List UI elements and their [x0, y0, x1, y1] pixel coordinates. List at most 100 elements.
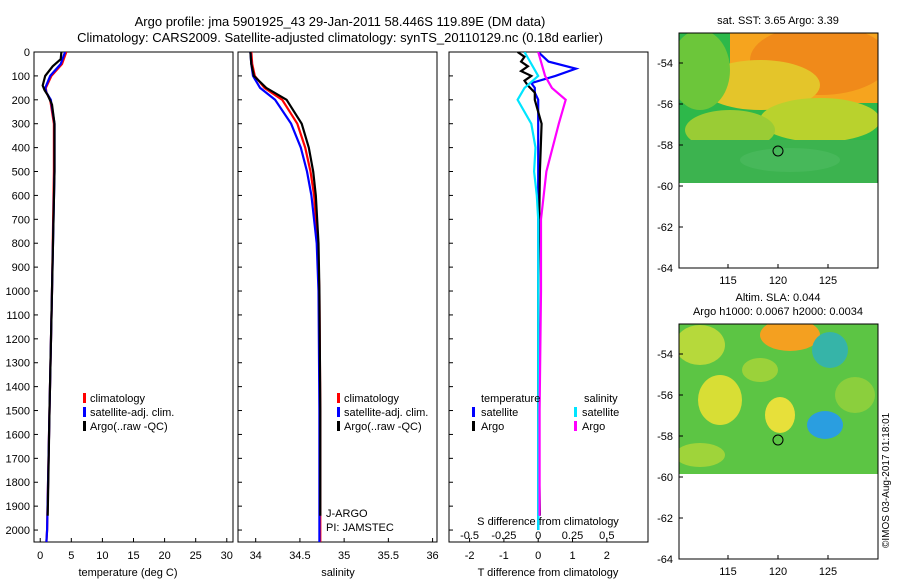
s-tick-label: -0.25	[491, 530, 516, 542]
map-y-tick-label: -62	[657, 513, 673, 525]
depth-tick-label: 1400	[6, 382, 30, 394]
s-tick-label: -0.5	[460, 530, 479, 542]
depth-tick-label: 1300	[6, 358, 30, 370]
legend-swatch-argo	[337, 421, 340, 431]
depth-tick-label: 800	[12, 238, 30, 250]
x-tick-label: 35.5	[378, 550, 399, 562]
depth-tick-label: 700	[12, 214, 30, 226]
difference-panel-frame	[448, 51, 649, 543]
difference-xlabel: T difference from climatology	[478, 567, 619, 579]
legend-swatch-climatology	[83, 393, 86, 403]
salinity-x-axis: 34 34.5 35 35.5 36	[250, 538, 439, 562]
salinity-panel-frame	[237, 51, 438, 543]
salinity-xlabel: salinity	[321, 567, 355, 579]
x-tick-label: 20	[158, 550, 170, 562]
salinity-note-pi: PI: JAMSTEC	[326, 522, 394, 534]
figure-title-line2: Climatology: CARS2009. Satellite-adjuste…	[77, 30, 603, 45]
depth-tick-label: 1200	[6, 334, 30, 346]
temperature-series	[41, 52, 68, 542]
temperature-x-axis: 0 5 10 15 20 25 30	[37, 538, 233, 562]
legend-swatch-temp-argo	[472, 421, 475, 431]
legend-swatch-satellite	[83, 407, 86, 417]
depth-tick-label: 100	[12, 71, 30, 83]
salinity-legend: climatology satellite-adj. clim. Argo(..…	[326, 393, 428, 534]
map-x-tick-label: 115	[719, 275, 737, 287]
argo-location-marker-sst	[772, 145, 784, 157]
legend-head-temperature: temperature	[481, 393, 540, 405]
map-y-tick-label: -62	[657, 222, 673, 234]
difference-line-3	[537, 52, 567, 516]
depth-tick-label: 1900	[6, 501, 30, 513]
map-y-tick-label: -64	[657, 263, 673, 275]
x-tick-label: 5	[68, 550, 74, 562]
map-y-tick-label: -60	[657, 472, 673, 484]
x-tick-label: 30	[221, 550, 233, 562]
sla-map-title1: Altim. SLA: 0.044	[736, 292, 821, 304]
temperature-panel-frame	[33, 51, 234, 543]
legend-head-salinity: salinity	[584, 393, 618, 405]
legend-label-temp-argo: Argo	[481, 421, 504, 433]
x-tick-label: -2	[465, 550, 475, 562]
difference-line-2	[516, 52, 540, 530]
temperature-xlabel: temperature (deg C)	[78, 567, 177, 579]
x-tick-label: 0	[37, 550, 43, 562]
depth-tick-label: 1800	[6, 477, 30, 489]
depth-tick-label: 600	[12, 190, 30, 202]
x-tick-label: 34	[250, 550, 262, 562]
s-tick-label: 0.25	[562, 530, 583, 542]
legend-label-sal-satellite: satellite	[582, 407, 619, 419]
depth-tick-label: 300	[12, 119, 30, 131]
depth-tick-label: 900	[12, 262, 30, 274]
sla-map-field	[679, 324, 878, 474]
legend-label-climatology: climatology	[90, 393, 146, 405]
map-y-tick-label: -60	[657, 181, 673, 193]
x-tick-label: 36	[426, 550, 438, 562]
depth-tick-label: 200	[12, 95, 30, 107]
legend-swatch-argo	[83, 421, 86, 431]
salinity-note-program: J-ARGO	[326, 508, 368, 520]
map-y-tick-label: -56	[657, 390, 673, 402]
legend-swatch-satellite	[337, 407, 340, 417]
sst-map-axes: -54 -56 -58 -60 -62 -64 115 120 125	[657, 58, 837, 287]
x-tick-label: 35	[338, 550, 350, 562]
legend-label-satellite: satellite-adj. clim.	[344, 407, 428, 419]
depth-tick-label: 1100	[6, 310, 30, 322]
depth-tick-label: 1700	[6, 453, 30, 465]
salinity-line-2	[249, 52, 322, 516]
s-tick-label: 0	[535, 530, 541, 542]
depth-tick-label: 500	[12, 167, 30, 179]
figure-title-line1: Argo profile: jma 5901925_43 29-Jan-2011…	[135, 14, 546, 29]
x-tick-label: 0	[535, 550, 541, 562]
map-x-tick-label: 120	[769, 566, 787, 578]
argo-location-marker-sla	[772, 434, 784, 446]
map-x-tick-label: 120	[769, 275, 787, 287]
sst-map-title: sat. SST: 3.65 Argo: 3.39	[717, 15, 839, 27]
depth-axis: 0 100 200 300 400 500 600 700 800 900 1000 1100 1200…	[6, 47, 453, 537]
x-tick-label: 15	[127, 550, 139, 562]
map-x-tick-label: 115	[719, 566, 737, 578]
map-x-tick-label: 125	[819, 566, 837, 578]
x-tick-label: 10	[96, 550, 108, 562]
x-tick-label: 1	[569, 550, 575, 562]
legend-swatch-temp-satellite	[472, 407, 475, 417]
map-y-tick-label: -54	[657, 58, 673, 70]
legend-label-satellite: satellite-adj. clim.	[90, 407, 174, 419]
map-y-tick-label: -54	[657, 349, 673, 361]
map-x-tick-label: 125	[819, 275, 837, 287]
depth-tick-label: 1600	[6, 429, 30, 441]
sst-map-field	[679, 33, 878, 183]
map-y-tick-label: -58	[657, 140, 673, 152]
temperature-line-2	[41, 52, 63, 516]
legend-label-argo: Argo(..raw -QC)	[90, 421, 168, 433]
salinity-line-0	[250, 52, 322, 542]
legend-swatch-sal-argo	[574, 421, 577, 431]
depth-tick-label: 0	[24, 47, 30, 59]
x-tick-label: 25	[190, 550, 202, 562]
imos-watermark: ©IMOS 03-Aug-2017 01:18:01	[881, 412, 892, 548]
depth-tick-label: 1000	[6, 286, 30, 298]
legend-label-argo: Argo(..raw -QC)	[344, 421, 422, 433]
x-tick-label: -1	[499, 550, 509, 562]
difference-series	[516, 52, 580, 530]
depth-tick-label: 2000	[6, 525, 30, 537]
salinity-series	[249, 52, 322, 542]
